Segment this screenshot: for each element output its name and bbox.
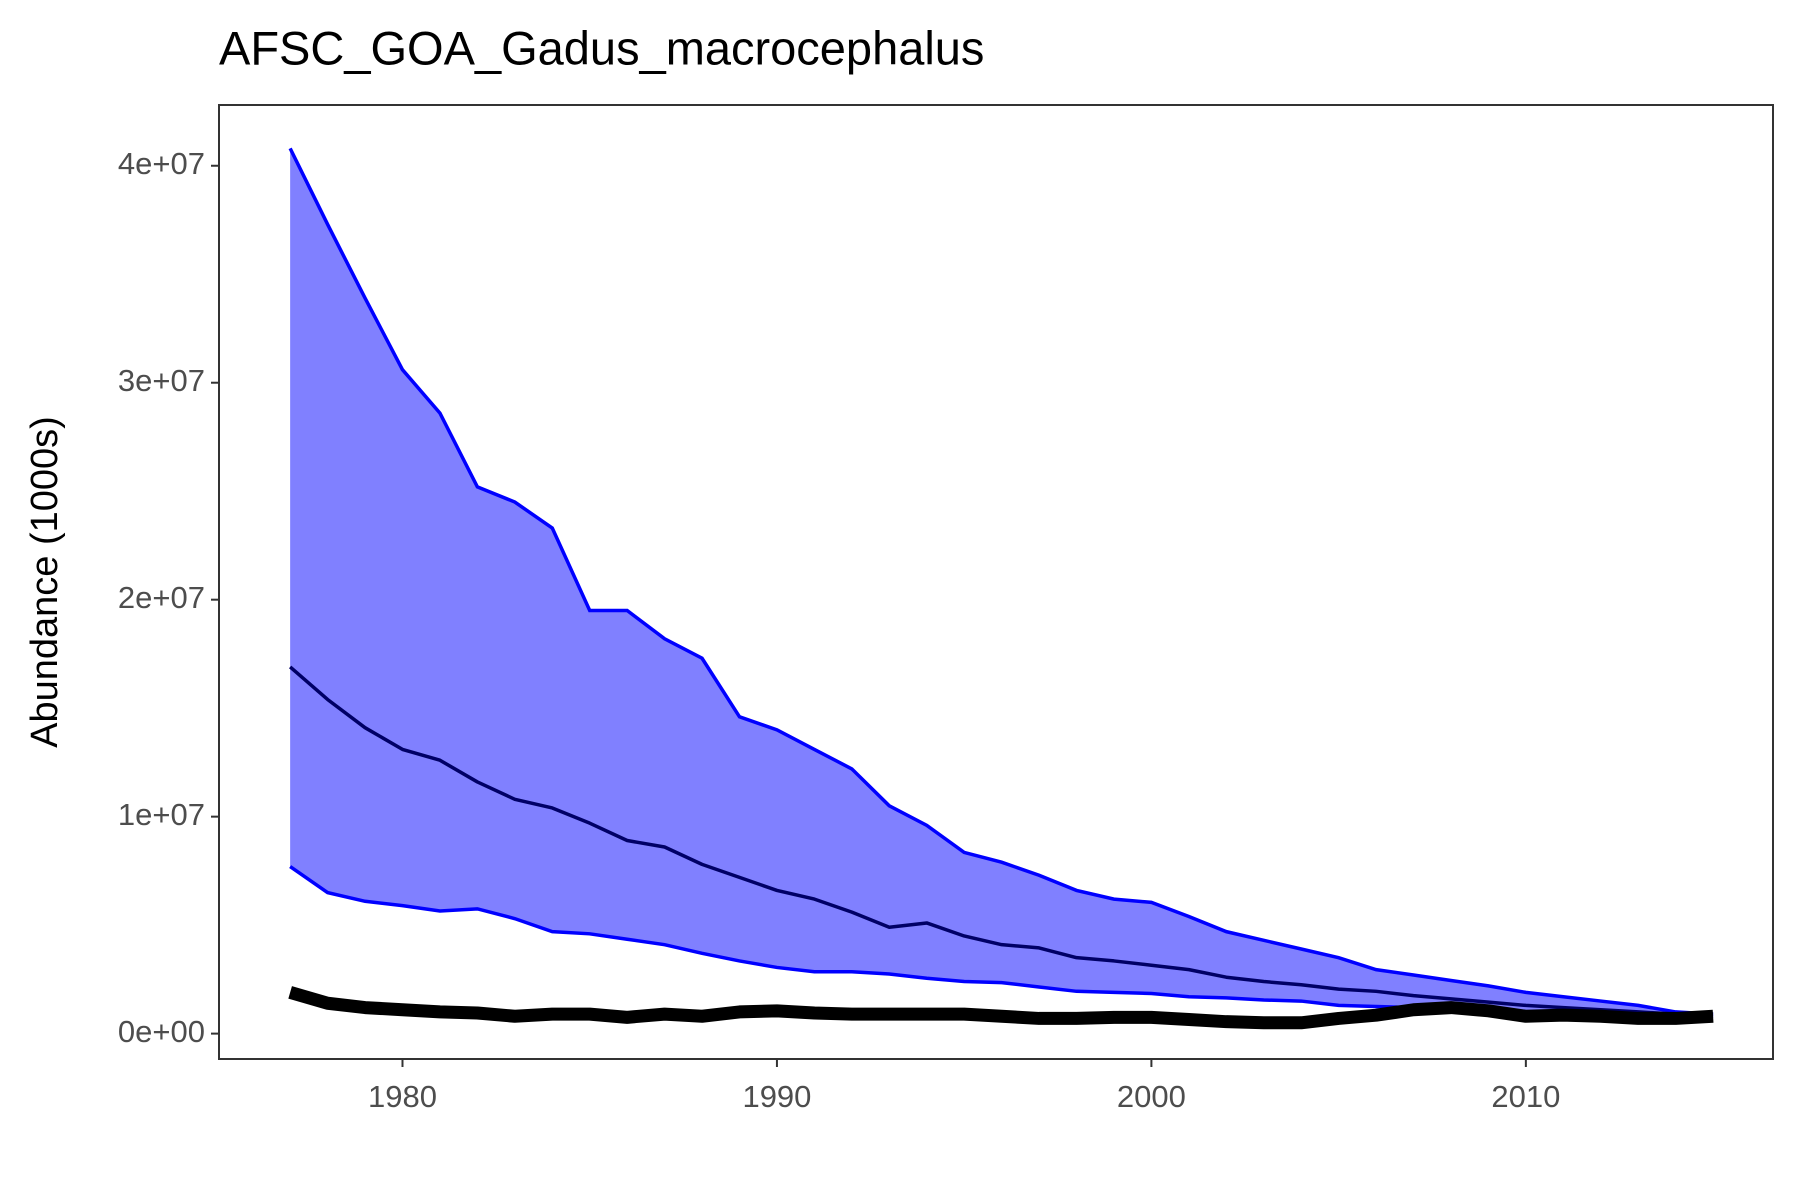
band-area <box>290 148 1714 1017</box>
series-line <box>288 986 1714 1030</box>
x-tick-label: 2000 <box>1117 1079 1186 1114</box>
x-tick-label: 2010 <box>1491 1079 1560 1114</box>
y-tick-label: 0e+00 <box>118 1014 205 1049</box>
series-line <box>289 665 1714 1016</box>
y-tick-label: 3e+07 <box>118 363 205 398</box>
y-tick-label: 1e+07 <box>118 797 205 832</box>
y-axis-label: Abundance (1000s) <box>24 416 66 748</box>
y-tick-label: 2e+07 <box>118 580 205 615</box>
x-tick-label: 1990 <box>742 1079 811 1114</box>
plot-border <box>218 104 1774 1060</box>
band-upper-line <box>288 147 1714 1016</box>
chart-title: AFSC_GOA_Gadus_macrocephalus <box>219 21 984 74</box>
y-tick-label: 4e+07 <box>118 146 205 181</box>
x-tick-label: 1980 <box>368 1079 437 1114</box>
